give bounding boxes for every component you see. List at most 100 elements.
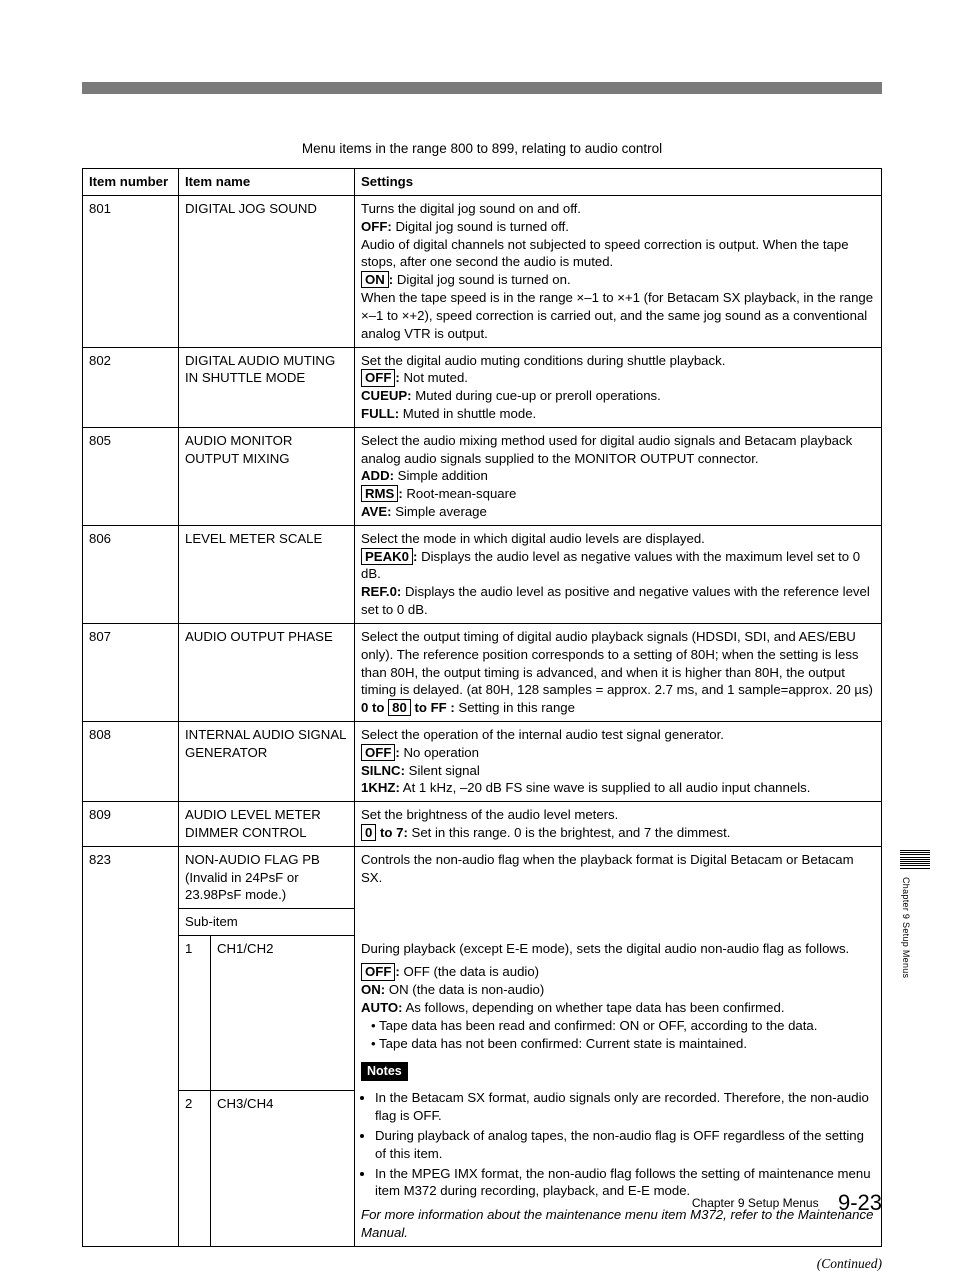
settings-line: Set the digital audio muting conditions …: [361, 352, 875, 370]
boxed-default: 80: [388, 699, 411, 716]
text: Digital jog sound is turned off.: [392, 219, 569, 234]
cell-item-number: 801: [83, 196, 179, 348]
cell-item-name: LEVEL METER SCALE: [179, 525, 355, 623]
settings-line: Select the output timing of digital audi…: [361, 628, 875, 699]
cell-settings: Select the mode in which digital audio l…: [355, 525, 882, 623]
table-row: 808 INTERNAL AUDIO SIGNAL GENERATOR Sele…: [83, 721, 882, 801]
settings-line: Select the operation of the internal aud…: [361, 726, 875, 744]
cell-item-name: AUDIO MONITOR OUTPUT MIXING: [179, 427, 355, 525]
label: 1KHZ:: [361, 780, 400, 795]
table-caption: Menu items in the range 800 to 899, rela…: [82, 140, 882, 158]
text: OFF (the data is audio): [400, 964, 539, 979]
settings-line: 0 to 80 to FF : Setting in this range: [361, 699, 875, 717]
settings-line: 1KHZ: At 1 kHz, –20 dB FS sine wave is s…: [361, 779, 875, 797]
cell-item-number: 808: [83, 721, 179, 801]
cell-settings: Select the audio mixing method used for …: [355, 427, 882, 525]
cell-subitem-num: 2: [179, 1091, 211, 1246]
table-row: 801 DIGITAL JOG SOUND Turns the digital …: [83, 196, 882, 348]
col-item-name: Item name: [179, 169, 355, 196]
cell-settings: [355, 909, 882, 936]
settings-line: OFF: Digital jog sound is turned off.: [361, 218, 875, 236]
text: At 1 kHz, –20 dB FS sine wave is supplie…: [400, 780, 811, 795]
table-row: 809 AUDIO LEVEL METER DIMMER CONTROL Set…: [83, 802, 882, 847]
settings-line: FULL: Muted in shuttle mode.: [361, 405, 875, 423]
table-row: Sub-item: [83, 909, 882, 936]
table-row: 807 AUDIO OUTPUT PHASE Select the output…: [83, 623, 882, 721]
notes-badge: Notes: [361, 1062, 408, 1081]
text: No operation: [400, 745, 479, 760]
side-tab-label: Chapter 9 Setup Menus: [900, 877, 912, 978]
settings-line: RMS: Root-mean-square: [361, 485, 875, 503]
boxed-default: OFF: [361, 369, 395, 386]
cell-item-name: DIGITAL JOG SOUND: [179, 196, 355, 348]
table-row: 802 DIGITAL AUDIO MUTING IN SHUTTLE MODE…: [83, 347, 882, 427]
settings-line: Set the brightness of the audio level me…: [361, 806, 875, 824]
cell-settings: Select the output timing of digital audi…: [355, 623, 882, 721]
header-rule: [82, 82, 882, 94]
cell-item-number: 807: [83, 623, 179, 721]
boxed-default: OFF: [361, 744, 395, 761]
settings-line: 0 to 7: Set in this range. 0 is the brig…: [361, 824, 875, 842]
table-row: 1 CH1/CH2 During playback (except E-E mo…: [83, 936, 882, 1091]
settings-line: • Tape data has been read and confirmed:…: [371, 1017, 875, 1035]
settings-line: Select the audio mixing method used for …: [361, 432, 875, 468]
table-row: 805 AUDIO MONITOR OUTPUT MIXING Select t…: [83, 427, 882, 525]
cell-settings: Controls the non-audio flag when the pla…: [355, 846, 882, 908]
settings-line: PEAK0: Displays the audio level as negat…: [361, 548, 875, 584]
label: ADD:: [361, 468, 394, 483]
settings-line: AUTO: As follows, depending on whether t…: [361, 999, 875, 1017]
col-item-number: Item number: [83, 169, 179, 196]
page: Menu items in the range 800 to 899, rela…: [0, 0, 954, 1244]
text: Not muted.: [400, 370, 468, 385]
settings-line: Audio of digital channels not subjected …: [361, 236, 875, 272]
side-tab: Chapter 9 Setup Menus: [900, 850, 930, 978]
settings-line: During playback (except E-E mode), sets …: [361, 940, 875, 958]
label: SILNC:: [361, 763, 405, 778]
settings-line: OFF: OFF (the data is audio): [361, 963, 875, 981]
text: Setting in this range: [455, 700, 575, 715]
cell-item-name: NON-AUDIO FLAG PB (Invalid in 24PsF or 2…: [179, 846, 355, 908]
settings-line: ON: Digital jog sound is turned on.: [361, 271, 875, 289]
label: FULL:: [361, 406, 399, 421]
cell-item-number: 805: [83, 427, 179, 525]
cell-item-number: 802: [83, 347, 179, 427]
text: Root-mean-square: [403, 486, 517, 501]
boxed-default: 0: [361, 824, 376, 841]
settings-line: OFF: Not muted.: [361, 369, 875, 387]
text: Displays the audio level as negative val…: [361, 549, 860, 582]
list-item: In the Betacam SX format, audio signals …: [375, 1089, 875, 1125]
boxed-default: OFF: [361, 963, 395, 980]
label: OFF:: [361, 219, 392, 234]
settings-line: • Tape data has not been confirmed: Curr…: [371, 1035, 875, 1053]
label: AUTO:: [361, 1000, 403, 1015]
boxed-default: RMS: [361, 485, 398, 502]
table-header-row: Item number Item name Settings: [83, 169, 882, 196]
cell-subitem-name: CH1/CH2: [211, 936, 355, 1091]
notes-list: In the Betacam SX format, audio signals …: [361, 1089, 875, 1200]
cell-subitem-num: 1: [179, 936, 211, 1091]
boxed-default: PEAK0: [361, 548, 413, 565]
footer-chapter: Chapter 9 Setup Menus: [692, 1196, 819, 1210]
settings-line: REF.0: Displays the audio level as posit…: [361, 583, 875, 619]
label: REF.0:: [361, 584, 401, 599]
text: Simple addition: [394, 468, 488, 483]
col-settings: Settings: [355, 169, 882, 196]
settings-line: Select the mode in which digital audio l…: [361, 530, 875, 548]
text: Muted in shuttle mode.: [399, 406, 536, 421]
label: to 7:: [376, 825, 408, 840]
settings-line: CUEUP: Muted during cue-up or preroll op…: [361, 387, 875, 405]
cell-subitem-name: CH3/CH4: [211, 1091, 355, 1246]
continued-label: (Continued): [82, 1255, 882, 1273]
cell-settings: Turns the digital jog sound on and off. …: [355, 196, 882, 348]
cell-subitem-header: Sub-item: [179, 909, 355, 936]
label: ON:: [361, 982, 385, 997]
side-tab-stripes-icon: [900, 850, 930, 869]
label: 0 to: [361, 700, 388, 715]
settings-line: ADD: Simple addition: [361, 467, 875, 485]
cell-item-number: 809: [83, 802, 179, 847]
menu-table: Item number Item name Settings 801 DIGIT…: [82, 168, 882, 1247]
text: Silent signal: [405, 763, 480, 778]
text: As follows, depending on whether tape da…: [403, 1000, 785, 1015]
list-item: During playback of analog tapes, the non…: [375, 1127, 875, 1163]
footer-page-number: 9-23: [838, 1190, 882, 1215]
